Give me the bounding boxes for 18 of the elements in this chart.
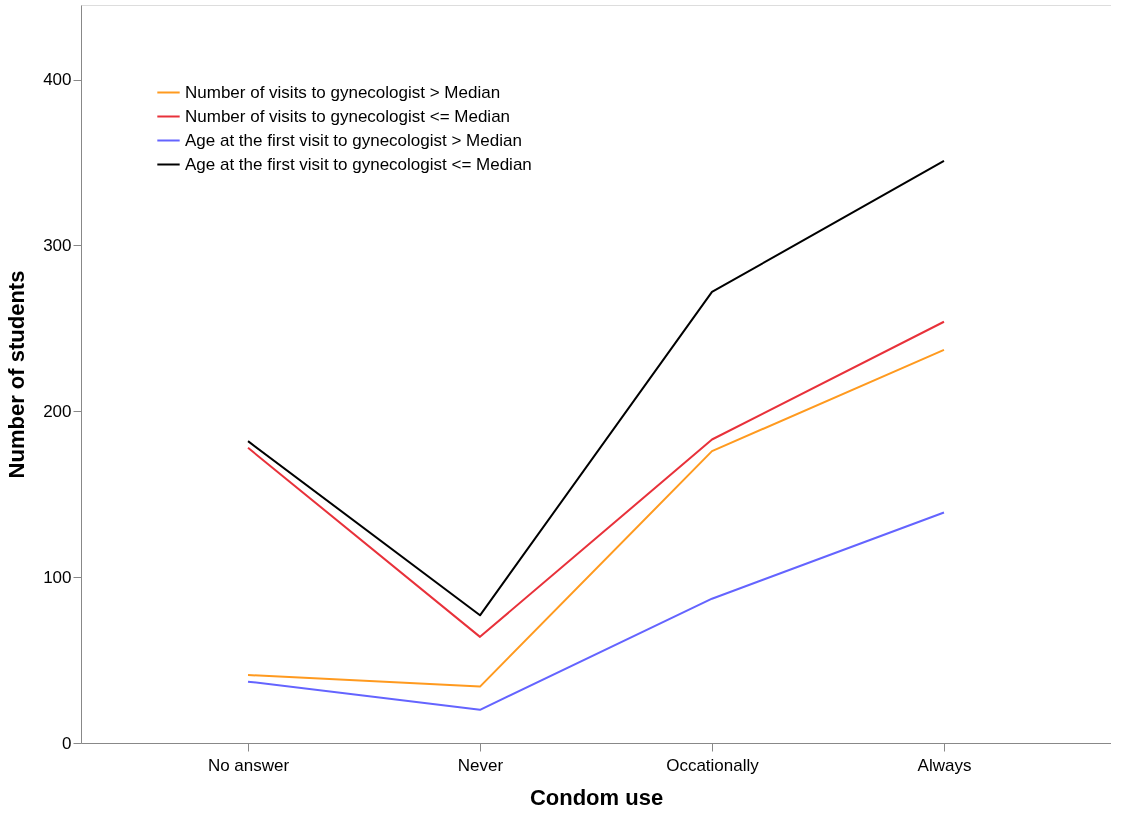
- y-tick-label: 300: [43, 235, 72, 255]
- x-tick-label: Occationally: [666, 755, 760, 775]
- y-tick-label: 100: [43, 567, 72, 587]
- x-axis-title: Condom use: [529, 784, 664, 810]
- x-tick-label: Never: [457, 755, 504, 775]
- legend-label: Number of visits to gynecologist <= Median: [185, 106, 511, 126]
- y-axis-title: Number of students: [4, 270, 30, 479]
- y-tick-label: 200: [43, 401, 72, 421]
- line-series: [247, 348, 945, 688]
- legend-label: Age at the first visit to gynecologist > Median: [185, 130, 522, 150]
- legend-label: Number of visits to gynecologist > Median: [185, 82, 501, 102]
- legend-label: Age at the first visit to gynecologist <= Median: [185, 154, 532, 174]
- line-series: [247, 320, 945, 638]
- y-tick-label: 400: [43, 70, 72, 90]
- x-tick-label: No answer: [207, 755, 290, 775]
- y-tick-label: 0: [62, 733, 72, 753]
- x-tick-label: Always: [917, 755, 972, 775]
- line-series: [247, 511, 945, 711]
